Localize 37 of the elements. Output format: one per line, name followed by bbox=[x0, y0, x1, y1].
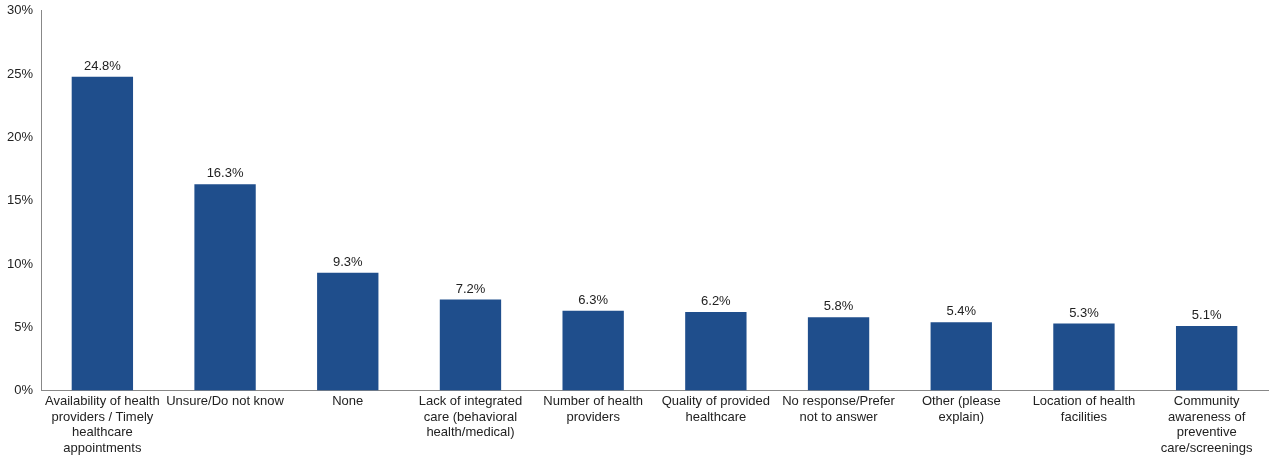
x-tick-label: None bbox=[332, 392, 364, 408]
bar bbox=[71, 76, 134, 391]
bar bbox=[1053, 323, 1115, 391]
x-tick-label: No response/Prefer not to answer bbox=[782, 392, 896, 424]
y-tick-label: 5% bbox=[14, 318, 34, 334]
data-label: 7.2% bbox=[455, 280, 486, 296]
y-tick-label: 30% bbox=[6, 2, 34, 18]
data-label: 6.3% bbox=[578, 291, 609, 307]
bar bbox=[439, 299, 502, 391]
bar bbox=[194, 184, 256, 391]
bar bbox=[807, 317, 870, 391]
x-tick-label: Lack of integrated care (behavioral health/medical) bbox=[418, 392, 523, 440]
data-label: 5.8% bbox=[823, 298, 854, 314]
data-label: 6.2% bbox=[701, 293, 732, 309]
data-label: 5.4% bbox=[946, 303, 977, 319]
y-tick-label: 10% bbox=[6, 255, 34, 271]
data-label: 24.8% bbox=[83, 57, 122, 73]
bar bbox=[317, 272, 379, 391]
y-tick-label: 15% bbox=[6, 192, 34, 208]
x-tick-label: Other (please explain) bbox=[921, 392, 1001, 424]
bar bbox=[1175, 326, 1238, 391]
x-tick-label: Community awareness of preventive care/screenings bbox=[1160, 392, 1254, 455]
bar bbox=[930, 322, 992, 391]
y-tick-label: 20% bbox=[6, 128, 34, 144]
data-label: 5.1% bbox=[1191, 307, 1222, 323]
bar bbox=[685, 312, 747, 391]
bar bbox=[562, 310, 624, 391]
x-tick-label: Availability of health providers / Timely healthcare appointments bbox=[45, 392, 160, 455]
y-tick-label: 25% bbox=[6, 65, 34, 81]
x-tick-label: Number of health providers bbox=[543, 392, 644, 424]
x-tick-label: Quality of provided healthcare bbox=[661, 392, 771, 424]
data-label: 5.3% bbox=[1069, 304, 1100, 320]
y-tick-label: 0% bbox=[14, 382, 34, 398]
data-label: 9.3% bbox=[332, 253, 364, 269]
x-tick-label: Location of health facilities bbox=[1032, 392, 1136, 424]
x-tick-label: Unsure/Do not know bbox=[166, 392, 285, 408]
data-label: 16.3% bbox=[206, 165, 244, 181]
